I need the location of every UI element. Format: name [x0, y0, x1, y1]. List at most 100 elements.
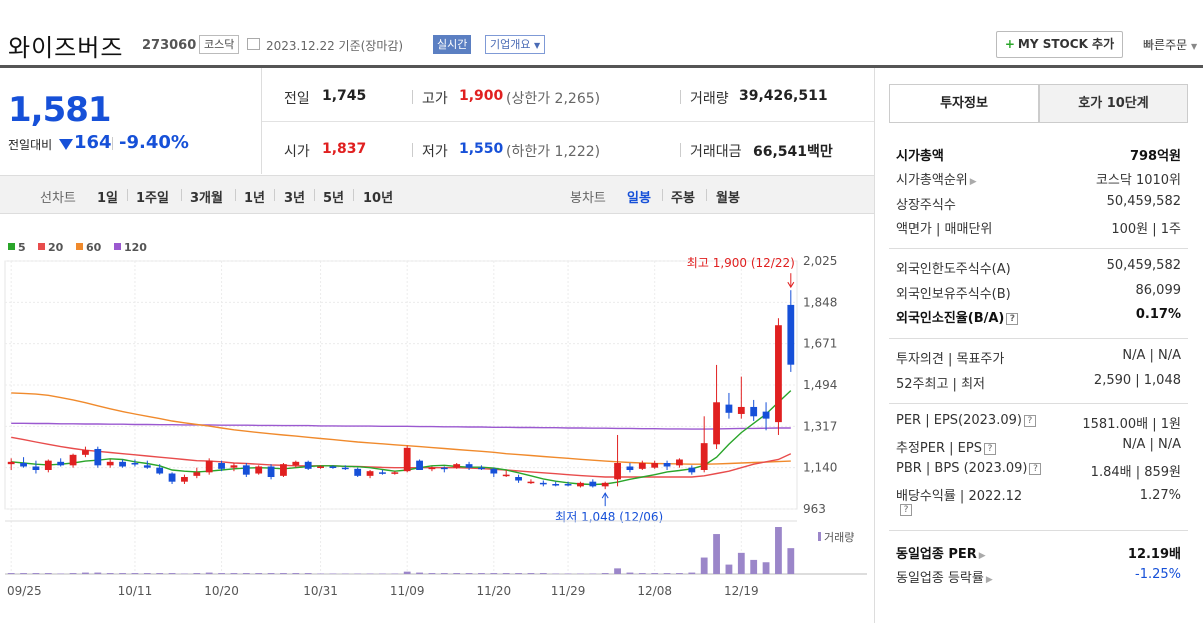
x-tick-label: 09/25	[7, 584, 42, 598]
volume-bar	[676, 573, 683, 574]
candle-body	[552, 484, 560, 486]
info-value: 12.19배	[1127, 547, 1181, 562]
volume-bar	[663, 573, 671, 574]
caret-down-icon: ▼	[533, 41, 541, 50]
period-10y[interactable]: 10년	[363, 191, 394, 206]
candle-body	[737, 406, 745, 414]
legend-swatch	[76, 243, 83, 250]
volume-bar	[391, 573, 399, 575]
add-mystock-button[interactable]: + MY STOCK 추가	[996, 31, 1123, 58]
realtime-button[interactable]: 실시간	[433, 35, 472, 54]
overview-label: 기업개요	[490, 38, 531, 51]
info-value: 798억원	[1129, 149, 1181, 164]
candle-weekly[interactable]: 주봉	[671, 191, 695, 206]
info-label-text: PBR | BPS (2023.09)	[896, 461, 1028, 476]
help-icon[interactable]: ?	[1006, 312, 1019, 325]
volume-value: 39,426,511	[739, 88, 828, 104]
tab-orderbook-10[interactable]: 호가 10단계	[1039, 84, 1188, 123]
candle-daily[interactable]: 일봉	[627, 191, 651, 206]
upper-limit: (상한가 2,265)	[506, 91, 601, 107]
info-value: 코스닥 1010위	[1095, 173, 1181, 188]
help-icon[interactable]: ?	[900, 504, 912, 516]
candle-body	[218, 462, 225, 469]
candle-body	[539, 482, 547, 485]
help-icon[interactable]: ?	[983, 442, 996, 455]
help-icon[interactable]: ?	[1029, 462, 1042, 475]
info-label: 상장주식수	[896, 194, 956, 213]
volume-bar	[218, 573, 225, 574]
info-label: 외국인보유주식수(B)	[896, 283, 1011, 302]
candle-body	[193, 472, 201, 476]
quick-order-button[interactable]: 빠른주문 ▼	[1143, 36, 1197, 53]
info-label[interactable]: 시가총액순위 ▶	[896, 169, 977, 188]
volume-bar	[354, 573, 362, 575]
amount-number: 66,541	[753, 144, 808, 160]
low-arrow-head	[601, 492, 609, 499]
volume-bar	[775, 527, 782, 574]
caret-down-icon: ▼	[1191, 42, 1198, 51]
legend-swatch	[114, 243, 121, 250]
low-annotation: 최저 1,048 (12/06)	[555, 510, 663, 524]
candle-body	[366, 471, 374, 476]
candle-body	[106, 461, 114, 466]
change-value: 164	[74, 132, 112, 153]
period-1d[interactable]: 1일	[97, 191, 119, 206]
info-label-text: 시가총액순위	[896, 173, 968, 188]
volume-bar	[713, 534, 720, 574]
info-label[interactable]: 동일업종 PER ▶	[896, 543, 986, 562]
info-label[interactable]: 동일업종 등락률 ▶	[896, 567, 993, 586]
info-label-text: 액면가 | 매매단위	[896, 222, 993, 237]
candle-body	[416, 460, 423, 471]
volume-bar	[205, 572, 213, 574]
info-value: 50,459,582	[1106, 194, 1181, 209]
volume-bar	[700, 557, 708, 574]
divider	[274, 189, 275, 201]
info-label: 액면가 | 매매단위	[896, 218, 992, 237]
volume-bar	[329, 573, 337, 575]
line-chart-label: 선차트	[40, 191, 76, 206]
ma5-line	[11, 390, 792, 486]
candle-body	[292, 461, 300, 466]
help-icon[interactable]: ?	[1023, 414, 1036, 427]
candle-body	[762, 411, 770, 419]
y-tick-label: 2,025	[803, 254, 837, 268]
volume-bar	[106, 573, 114, 574]
y-tick-label: 1,317	[803, 419, 837, 433]
candle-body	[280, 464, 287, 476]
period-3m[interactable]: 3개월	[190, 191, 223, 206]
period-3y[interactable]: 3년	[284, 191, 306, 206]
candle-body	[440, 467, 448, 470]
candle-monthly[interactable]: 월봉	[716, 191, 740, 206]
volume-bar	[304, 573, 312, 574]
period-1y[interactable]: 1년	[244, 191, 266, 206]
volume-bar	[416, 572, 423, 574]
candle-body	[700, 443, 708, 471]
volume-bar	[82, 572, 89, 574]
open-label: 시가	[284, 144, 310, 160]
x-tick-label: 11/09	[390, 584, 425, 598]
legend-label: 20	[48, 241, 64, 254]
company-overview-dropdown[interactable]: 기업개요 ▼	[485, 35, 546, 54]
info-label-text: 투자의견 | 목표주가	[896, 352, 1005, 367]
candle-body	[676, 459, 683, 466]
legend-label: 5	[18, 241, 26, 254]
amount-unit: 백만	[807, 144, 833, 160]
stock-chart[interactable]: 2,025 1,848 1,671 1,494 1,317 1,140 963 5 20 60 12…	[0, 236, 874, 623]
volume-bar	[156, 573, 164, 574]
volume-bar	[94, 572, 102, 574]
tab-investment-info[interactable]: 투자정보	[889, 84, 1039, 123]
x-tick-label: 11/20	[477, 584, 512, 598]
volume-bar	[688, 572, 696, 574]
divider	[680, 90, 681, 104]
candle-body	[44, 460, 52, 471]
info-label: 시가총액	[896, 145, 944, 164]
period-1w[interactable]: 1주일	[136, 191, 169, 206]
period-5y[interactable]: 5년	[323, 191, 345, 206]
volume-bar	[280, 573, 287, 574]
amount-value: 66,541백만	[753, 141, 833, 161]
candle-body	[131, 462, 139, 465]
volume-bar	[119, 573, 126, 574]
volume-bar	[478, 573, 485, 574]
candle-body	[515, 477, 522, 481]
volume-legend-label: 거래량	[824, 531, 854, 544]
